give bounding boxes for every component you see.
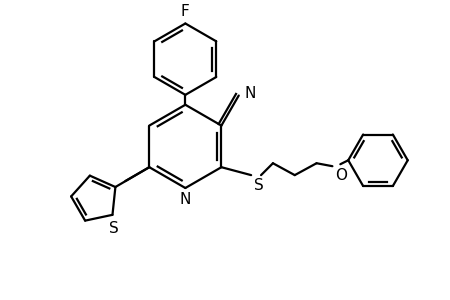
- Text: N: N: [245, 86, 256, 101]
- Text: S: S: [254, 178, 263, 193]
- Text: F: F: [181, 4, 190, 19]
- Text: N: N: [180, 192, 191, 207]
- Text: O: O: [335, 168, 347, 183]
- Text: S: S: [108, 221, 118, 236]
